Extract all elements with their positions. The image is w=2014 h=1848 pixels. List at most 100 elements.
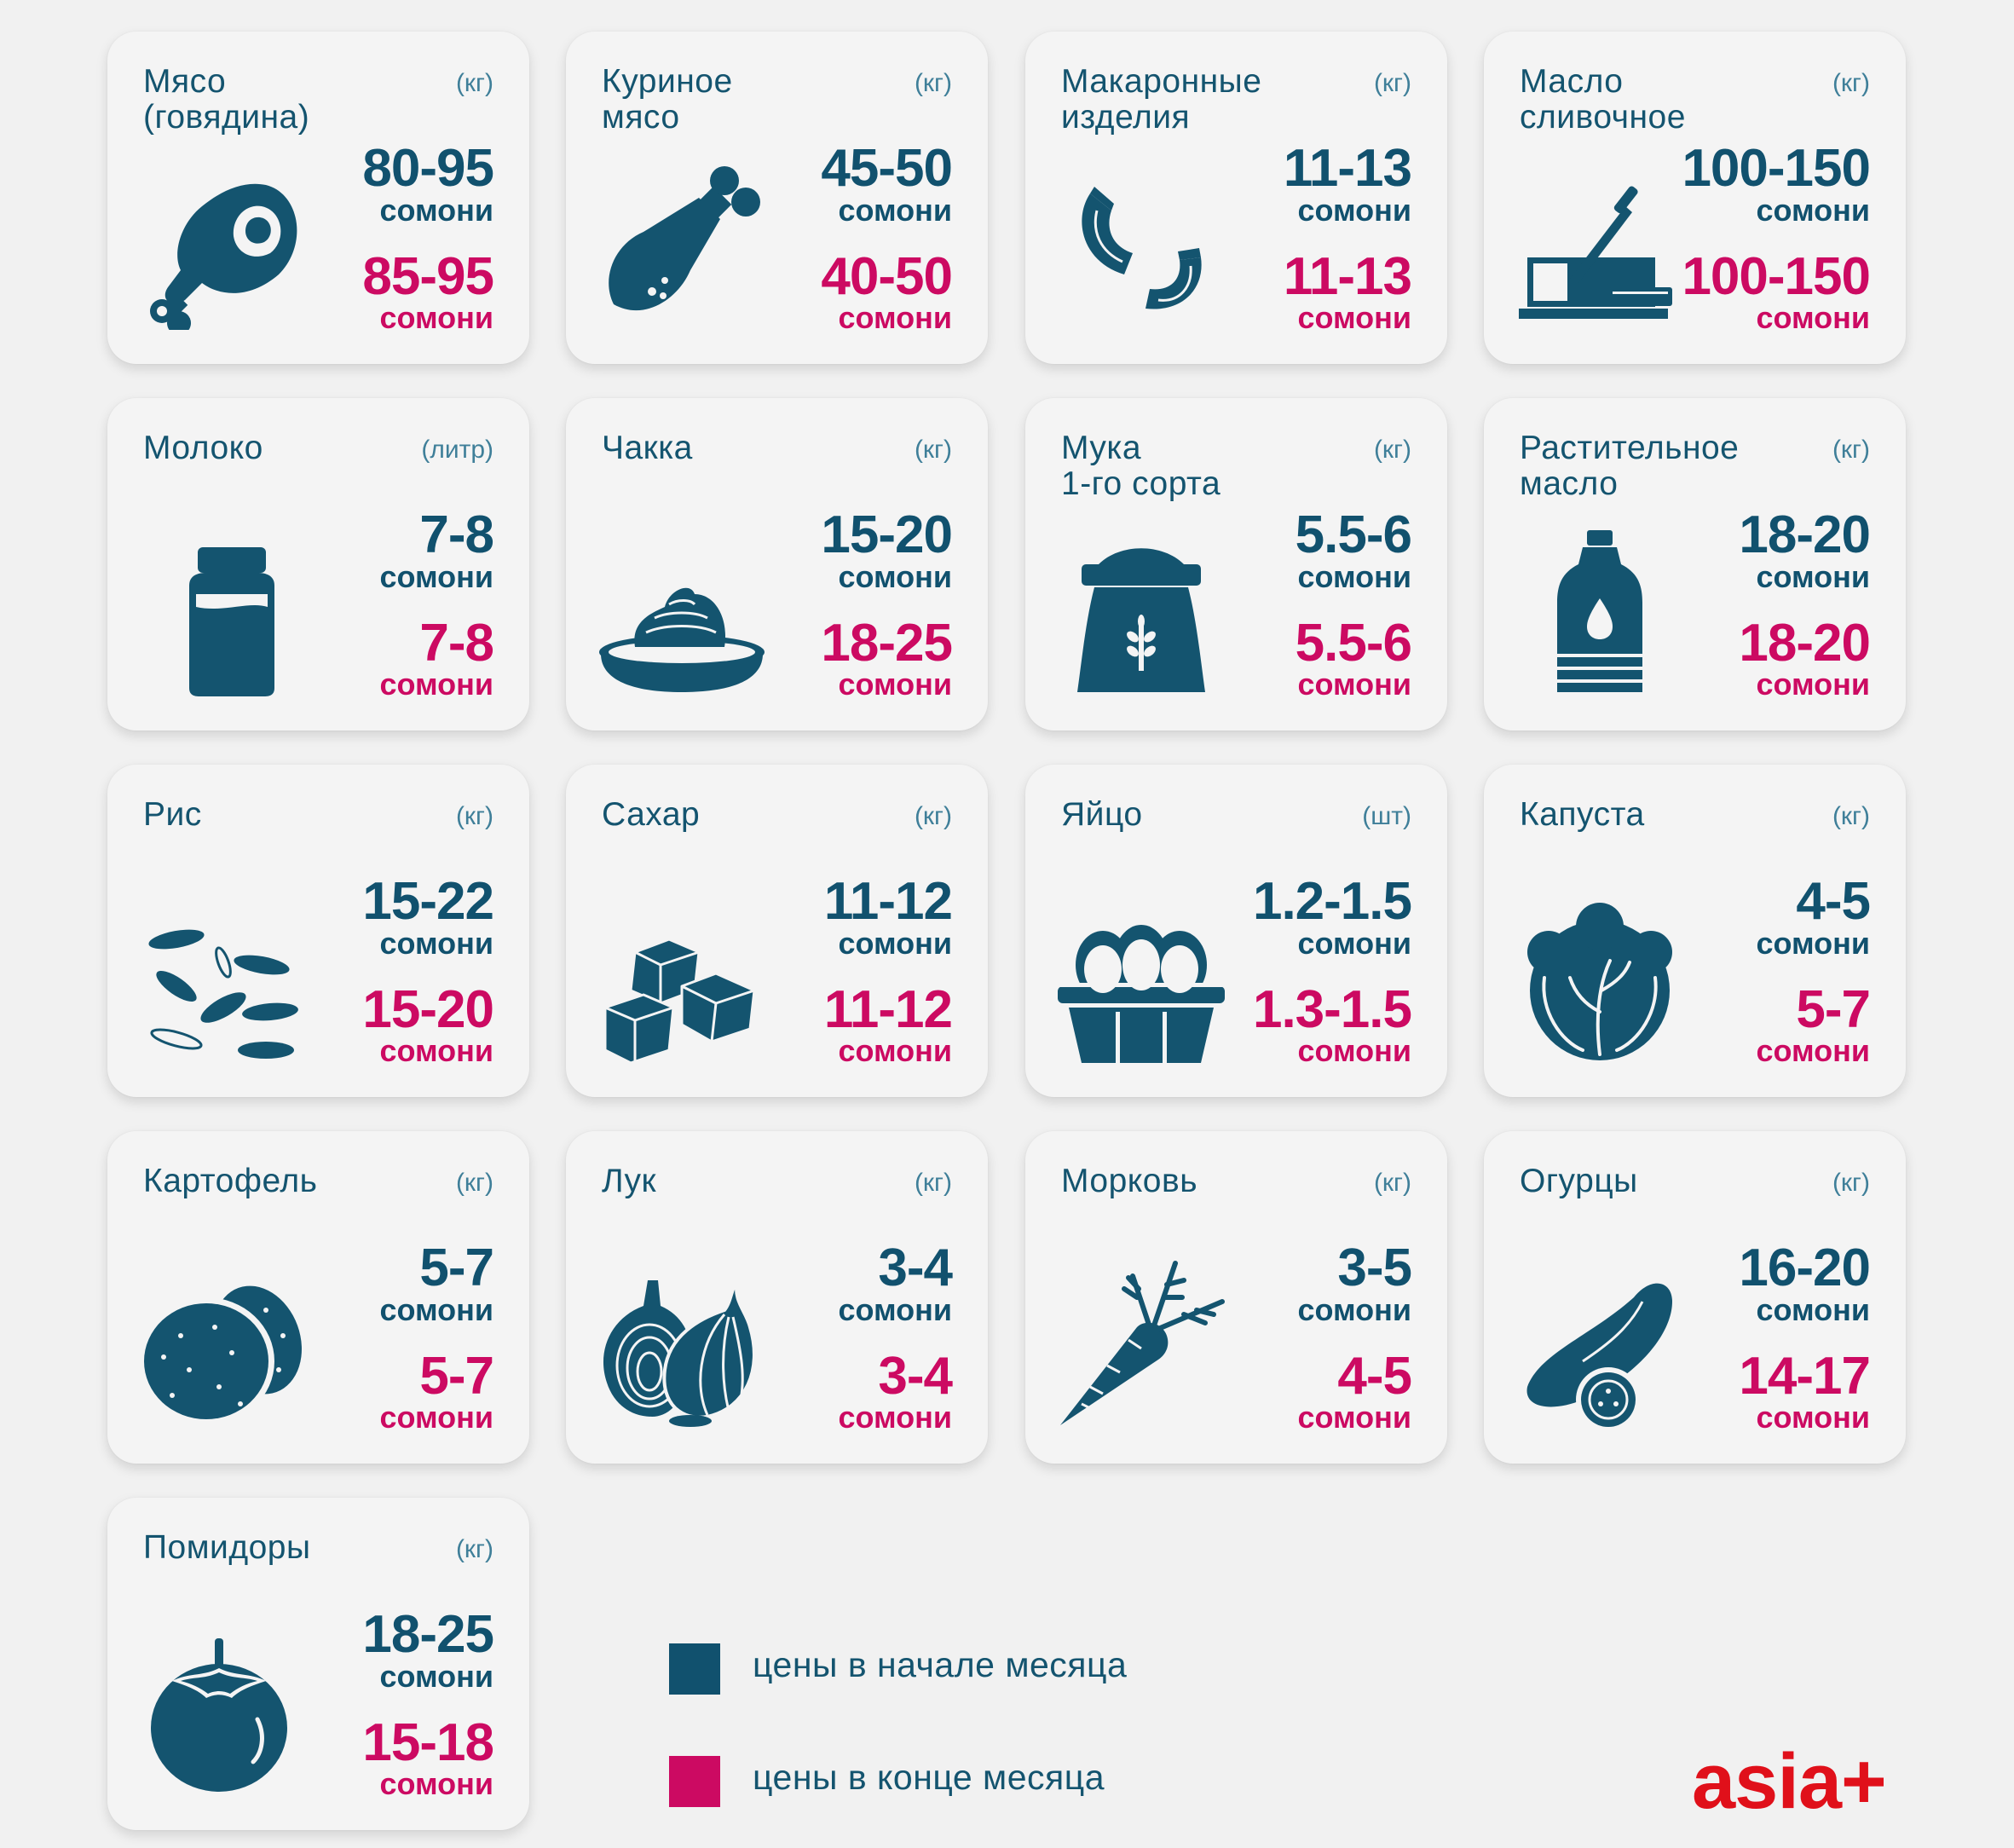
card-butter: Масло сливочное (кг) 100-150 сомони 100-…: [1484, 32, 1906, 364]
currency-end: сомони: [1297, 1400, 1411, 1435]
price-end: 18-20: [1739, 614, 1871, 673]
item-name: Рис: [143, 796, 202, 833]
price-end: 11-12: [823, 980, 953, 1039]
card-flour: Мука 1-го сорта (кг) 5.5-6 сомони 5.5-6 …: [1025, 398, 1447, 731]
currency-start: сомони: [1297, 926, 1411, 961]
tomato-icon: [138, 1626, 309, 1796]
currency-start: сомони: [379, 1292, 493, 1327]
price-end: 5-7: [1796, 980, 1871, 1039]
price-end: 11-13: [1283, 247, 1412, 306]
card-potato: Картофель (кг) 5-7 сомони 5-7 сомони: [107, 1131, 529, 1464]
currency-end: сомони: [1297, 1033, 1411, 1068]
legend-start-swatch: [669, 1643, 720, 1695]
meat-leg-icon: [138, 159, 309, 330]
price-end: 18-25: [821, 614, 953, 673]
carrot-icon: [1056, 1259, 1226, 1429]
item-unit: (кг): [1832, 69, 1870, 97]
price-start: 16-20: [1739, 1239, 1871, 1297]
price-start: 15-22: [362, 872, 494, 931]
price-start: 45-50: [821, 139, 953, 198]
currency-end: сомони: [1756, 1400, 1870, 1435]
price-end: 15-18: [362, 1713, 494, 1772]
currency-start: сомони: [838, 193, 952, 228]
price-start: 100-150: [1682, 139, 1871, 198]
item-name: Яйцо: [1061, 796, 1143, 833]
legend-end-swatch: [669, 1756, 720, 1807]
card-chicken: Куриное мясо (кг) 45-50 сомони 40-50 сом…: [566, 32, 988, 364]
currency-start: сомони: [838, 1292, 952, 1327]
cream-bowl-icon: [597, 526, 767, 696]
macaroni-icon: [1056, 159, 1226, 330]
currency-end: сомони: [1297, 667, 1411, 702]
card-sugar: Сахар (кг) 11-12 сомони 11-12 сомони: [566, 765, 988, 1097]
currency-end: сомони: [379, 300, 493, 335]
currency-end: сомони: [379, 1766, 493, 1801]
legend-start-label: цены в начале месяца: [753, 1645, 1128, 1684]
item-name: Макаронные изделия: [1061, 63, 1262, 136]
currency-start: сомони: [1756, 926, 1870, 961]
item-unit: (кг): [914, 69, 952, 97]
card-egg: Яйцо (шт) 1.2-1.5 сомони 1.3-1.5 сомони: [1025, 765, 1447, 1097]
card-oil: Растительное масло (кг) 18-20 сомони 18-…: [1484, 398, 1906, 731]
legend-end-label: цены в конце месяца: [753, 1758, 1105, 1797]
price-end: 85-95: [362, 247, 494, 306]
price-end: 40-50: [821, 247, 953, 306]
price-start: 80-95: [362, 139, 494, 198]
card-rice: Рис (кг) 15-22 сомони 15-20 сомони: [107, 765, 529, 1097]
currency-end: сомони: [1756, 1033, 1870, 1068]
card-cucumber: Огурцы (кг) 16-20 сомони 14-17 сомони: [1484, 1131, 1906, 1464]
item-unit: (кг): [1373, 1169, 1411, 1197]
price-end: 100-150: [1682, 247, 1871, 306]
milk-bottle-icon: [138, 526, 309, 696]
price-end: 1.3-1.5: [1252, 980, 1412, 1039]
currency-end: сомони: [838, 1033, 952, 1068]
item-unit: (кг): [1832, 436, 1870, 464]
price-start: 18-25: [362, 1605, 494, 1664]
butter-icon: [1515, 159, 1685, 330]
oil-bottle-icon: [1515, 526, 1685, 696]
currency-end: сомони: [838, 667, 952, 702]
price-end: 3-4: [878, 1347, 953, 1406]
card-carrot: Морковь (кг) 3-5 сомони 4-5 сомони: [1025, 1131, 1447, 1464]
price-start: 11-12: [823, 872, 953, 931]
item-unit: (шт): [1362, 802, 1411, 830]
currency-start: сомони: [379, 193, 493, 228]
price-start: 18-20: [1739, 505, 1871, 564]
cabbage-icon: [1515, 892, 1685, 1063]
price-start: 3-4: [878, 1239, 953, 1297]
price-start: 3-5: [1337, 1239, 1412, 1297]
currency-end: сомони: [1756, 300, 1870, 335]
sugar-cubes-icon: [597, 892, 767, 1063]
card-meat: Мясо (говядина) (кг) 80-95 сомони 85-95 …: [107, 32, 529, 364]
onion-icon: [597, 1259, 767, 1429]
card-tomato: Помидоры (кг) 18-25 сомони 15-18 сомони: [107, 1498, 529, 1830]
item-name: Картофель: [143, 1163, 318, 1199]
currency-start: сомони: [838, 926, 952, 961]
price-end: 7-8: [419, 614, 494, 673]
currency-start: сомони: [838, 559, 952, 594]
card-onion: Лук (кг) 3-4 сомони 3-4 сомони: [566, 1131, 988, 1464]
currency-end: сомони: [379, 667, 493, 702]
item-name: Помидоры: [143, 1529, 311, 1566]
price-start: 5.5-6: [1295, 505, 1412, 564]
item-name: Мука 1-го сорта: [1061, 430, 1221, 502]
item-name: Масло сливочное: [1520, 63, 1686, 136]
currency-start: сомони: [1297, 193, 1411, 228]
currency-start: сомони: [1297, 559, 1411, 594]
item-unit: (кг): [1373, 436, 1411, 464]
chicken-leg-icon: [597, 159, 767, 330]
price-start: 1.2-1.5: [1252, 872, 1412, 931]
item-name: Куриное мясо: [602, 63, 733, 136]
currency-start: сомони: [1297, 1292, 1411, 1327]
item-unit: (кг): [914, 436, 952, 464]
item-name: Растительное масло: [1520, 430, 1740, 502]
card-milk: Молоко (литр) 7-8 сомони 7-8 сомони: [107, 398, 529, 731]
price-end: 15-20: [362, 980, 494, 1039]
item-name: Чакка: [602, 430, 693, 466]
item-unit: (кг): [455, 1169, 493, 1197]
rice-icon: [138, 892, 309, 1063]
currency-end: сомони: [838, 300, 952, 335]
item-unit: (кг): [1373, 69, 1411, 97]
currency-start: сомони: [379, 1659, 493, 1694]
item-unit: (кг): [455, 1535, 493, 1563]
